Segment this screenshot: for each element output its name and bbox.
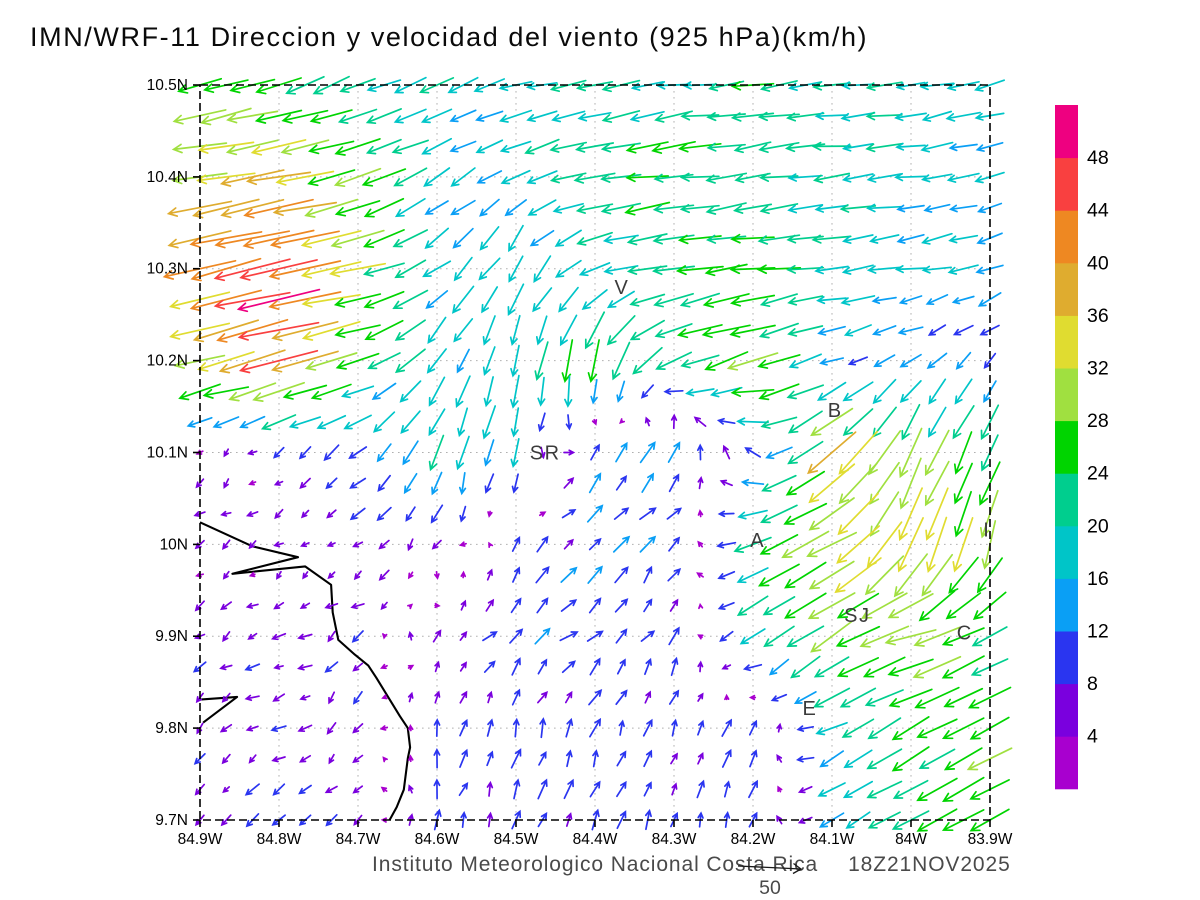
colorbar-segment [1055, 736, 1078, 790]
x-tick-label: 84.1W [810, 831, 855, 848]
institute-caption: Instituto Meteorologico Nacional Costa R… [372, 853, 819, 876]
colorbar-segment [1055, 315, 1078, 369]
y-tick-label: 9.8N [155, 720, 188, 737]
x-tick-label: 84.8W [257, 831, 302, 848]
y-tick-label: 10N [160, 536, 188, 553]
footer-caption: Instituto Meteorologico Nacional Costa R… [372, 853, 1011, 877]
colorbar-segment [1055, 210, 1078, 264]
colorbar-segment [1055, 525, 1078, 579]
colorbar-label: 40 [1087, 252, 1109, 274]
y-tick-label: 10.2N [147, 353, 188, 370]
colorbar-label: 48 [1087, 147, 1109, 169]
station-label-sj: SJ [844, 605, 870, 627]
y-tick-label: 9.7N [155, 812, 188, 829]
y-tick-label: 10.5N [147, 77, 188, 94]
station-label-a: A [750, 530, 765, 552]
wind-arrows [162, 75, 1013, 832]
y-tick-label: 10.3N [147, 261, 188, 278]
colorbar-segment [1055, 262, 1078, 316]
coastline [199, 521, 412, 821]
x-tick-label: 84.3W [652, 831, 697, 848]
colorbar-label: 4 [1087, 726, 1098, 748]
colorbar-segment [1055, 578, 1078, 632]
colorbar-label: 16 [1087, 568, 1109, 590]
colorbar-segment [1055, 368, 1078, 422]
colorbar-label: 20 [1087, 515, 1109, 537]
reference-vector: 50 [737, 862, 803, 899]
chart-title: IMN/WRF-11 Direccion y velocidad del vie… [30, 22, 869, 52]
x-tick-label: 84.2W [731, 831, 776, 848]
station-label-i: I [983, 520, 990, 542]
colorbar-segment [1055, 473, 1078, 527]
x-tick-label: 83.9W [968, 831, 1013, 848]
colorbar-label: 32 [1087, 358, 1109, 380]
colorbar-segment [1055, 683, 1078, 737]
x-tick-label: 84W [895, 831, 927, 848]
colorbar-label: 12 [1087, 621, 1109, 643]
timestamp: 18Z21NOV2025 [848, 853, 1011, 876]
x-tick-label: 84.6W [415, 831, 460, 848]
station-label-v: V [614, 277, 629, 299]
y-tick-label: 10.4N [147, 169, 188, 186]
colorbar-segment [1055, 105, 1078, 159]
station-labels: V SR B A SJ C E I [530, 277, 990, 720]
colorbar-label: 36 [1087, 305, 1109, 327]
x-tick-label: 84.9W [178, 831, 223, 848]
y-tick-label: 10.1N [147, 445, 188, 462]
x-tick-label: 84.4W [573, 831, 618, 848]
station-label-b: B [828, 400, 843, 422]
colorbar-segment [1055, 631, 1078, 685]
axes: 84.9W 84.8W 84.7W 84.6W 84.5W 84.4W 84.3W 84.2W… [147, 77, 1013, 848]
reference-vector-label: 50 [759, 877, 781, 899]
colorbar-label: 8 [1087, 673, 1098, 695]
x-tick-label: 84.5W [494, 831, 539, 848]
colorbar-segment [1055, 420, 1078, 474]
y-tick-label: 9.9N [155, 628, 188, 645]
colorbar-label: 28 [1087, 410, 1109, 432]
station-label-e: E [802, 698, 817, 720]
colorbar-segment [1055, 157, 1078, 211]
station-label-sr: SR [530, 443, 561, 465]
colorbar-label: 44 [1087, 200, 1109, 222]
colorbar-label: 24 [1087, 463, 1109, 485]
x-tick-label: 84.7W [336, 831, 381, 848]
station-label-c: C [957, 623, 973, 645]
